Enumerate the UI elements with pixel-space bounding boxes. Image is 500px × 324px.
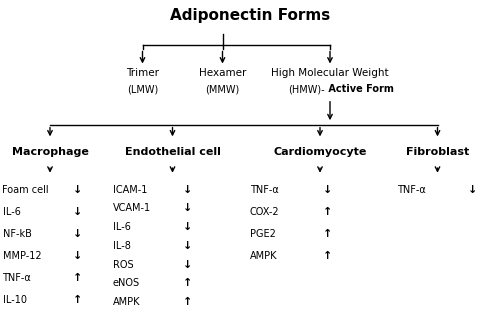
Text: ↓: ↓ xyxy=(73,229,82,238)
Text: ↑: ↑ xyxy=(323,207,332,216)
Text: Fibroblast: Fibroblast xyxy=(406,147,469,157)
Text: AMPK: AMPK xyxy=(250,251,278,260)
Text: AMPK: AMPK xyxy=(112,297,140,307)
Text: IL-10: IL-10 xyxy=(2,295,26,305)
Text: ↓: ↓ xyxy=(73,207,82,216)
Text: PGE2: PGE2 xyxy=(250,229,276,238)
Text: High Molecular Weight: High Molecular Weight xyxy=(271,68,389,78)
Text: TNF-α: TNF-α xyxy=(2,273,31,283)
Text: ↓: ↓ xyxy=(183,260,192,270)
Text: COX-2: COX-2 xyxy=(250,207,280,216)
Text: ↑: ↑ xyxy=(183,279,192,288)
Text: IL-6: IL-6 xyxy=(112,222,130,232)
Text: Hexamer: Hexamer xyxy=(199,68,246,78)
Text: ↓: ↓ xyxy=(183,185,192,194)
Text: ↓: ↓ xyxy=(468,185,477,194)
Text: IL-6: IL-6 xyxy=(2,207,21,216)
Text: ROS: ROS xyxy=(112,260,133,270)
Text: ↓: ↓ xyxy=(323,185,332,194)
Text: Macrophage: Macrophage xyxy=(12,147,88,157)
Text: ↑: ↑ xyxy=(73,295,82,305)
Text: TNF-α: TNF-α xyxy=(250,185,279,194)
Text: ↑: ↑ xyxy=(73,273,82,283)
Text: eNOS: eNOS xyxy=(112,279,140,288)
Text: Foam cell: Foam cell xyxy=(2,185,49,194)
Text: Trimer: Trimer xyxy=(126,68,159,78)
Text: ↓: ↓ xyxy=(73,185,82,194)
Text: ↑: ↑ xyxy=(323,251,332,260)
Text: NF-kB: NF-kB xyxy=(2,229,32,238)
Text: ↓: ↓ xyxy=(73,251,82,260)
Text: ↓: ↓ xyxy=(183,203,192,213)
Text: (LMW): (LMW) xyxy=(127,84,158,94)
Text: ↑: ↑ xyxy=(323,229,332,238)
Text: Endothelial cell: Endothelial cell xyxy=(124,147,220,157)
Text: TNF-α: TNF-α xyxy=(398,185,426,194)
Text: VCAM-1: VCAM-1 xyxy=(112,203,150,213)
Text: Cardiomyocyte: Cardiomyocyte xyxy=(274,147,366,157)
Text: (MMW): (MMW) xyxy=(206,84,240,94)
Text: Adiponectin Forms: Adiponectin Forms xyxy=(170,8,330,23)
Text: ↑: ↑ xyxy=(183,297,192,307)
Text: MMP-12: MMP-12 xyxy=(2,251,41,260)
Text: IL-8: IL-8 xyxy=(112,241,130,251)
Text: (HMW)-: (HMW)- xyxy=(288,84,325,94)
Text: ↓: ↓ xyxy=(183,222,192,232)
Text: ↓: ↓ xyxy=(183,241,192,251)
Text: ICAM-1: ICAM-1 xyxy=(112,185,147,194)
Text: Active Form: Active Form xyxy=(325,84,394,94)
